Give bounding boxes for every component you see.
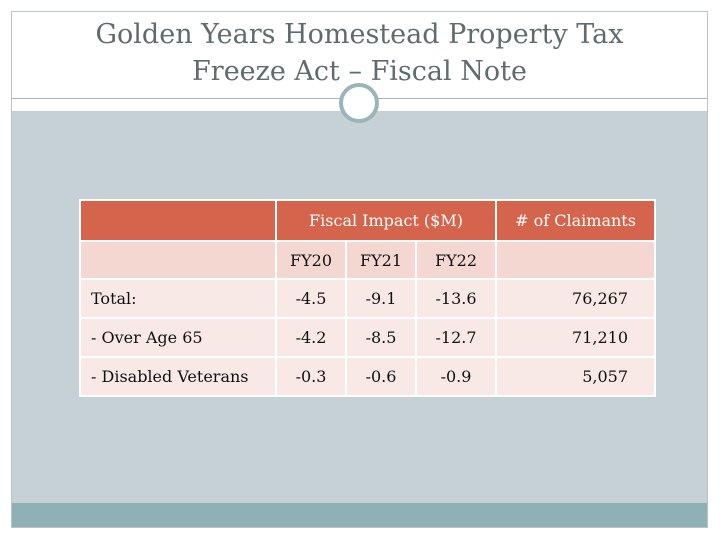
- header-claimants: # of Claimants: [495, 199, 657, 242]
- header-fiscal-impact: Fiscal Impact ($M): [274, 199, 498, 242]
- year-claimants-blank: [495, 240, 657, 280]
- row-value: -4.2: [275, 317, 347, 358]
- year-blank-cell: [79, 240, 277, 280]
- year-fy22: FY22: [414, 240, 498, 280]
- table-header-row: Fiscal Impact ($M) # of Claimants: [79, 199, 657, 242]
- row-value: -12.7: [414, 317, 498, 358]
- header-blank-cell: [79, 199, 277, 242]
- row-claimants: 76,267: [495, 278, 657, 319]
- title-line-2: Freeze Act – Fiscal Note: [192, 56, 527, 87]
- row-value: -8.5: [345, 317, 417, 358]
- table-row: Total: -4.5 -9.1 -13.6 76,267: [79, 278, 657, 319]
- circle-ornament: [339, 83, 379, 123]
- table-row: - Over Age 65 -4.2 -8.5 -12.7 71,210: [79, 317, 657, 358]
- year-fy21: FY21: [345, 240, 417, 280]
- row-label: Total:: [79, 278, 277, 319]
- row-value: -13.6: [414, 278, 498, 319]
- bottom-bar: [12, 503, 707, 527]
- row-value: -0.9: [414, 356, 498, 397]
- row-value: -0.3: [275, 356, 347, 397]
- row-value: -9.1: [345, 278, 417, 319]
- slide-title: Golden Years Homestead Property Tax Free…: [12, 16, 707, 90]
- row-label: - Over Age 65: [79, 317, 277, 358]
- row-value: -4.5: [275, 278, 347, 319]
- row-claimants: 5,057: [495, 356, 657, 397]
- row-label: - Disabled Veterans: [79, 356, 277, 397]
- table-year-row: FY20 FY21 FY22: [79, 240, 657, 280]
- table-row: - Disabled Veterans -0.3 -0.6 -0.9 5,057: [79, 356, 657, 397]
- row-value: -0.6: [345, 356, 417, 397]
- fiscal-note-table: Fiscal Impact ($M) # of Claimants FY20 F…: [79, 199, 657, 397]
- row-claimants: 71,210: [495, 317, 657, 358]
- year-fy20: FY20: [275, 240, 347, 280]
- title-line-1: Golden Years Homestead Property Tax: [95, 19, 624, 50]
